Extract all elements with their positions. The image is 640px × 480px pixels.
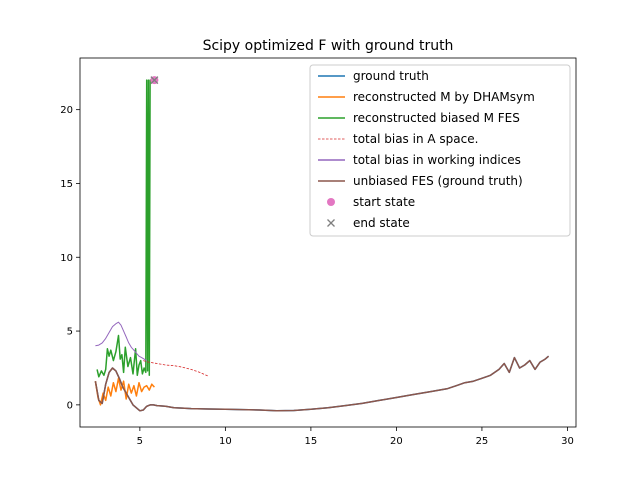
- legend-label: total bias in working indices: [353, 153, 521, 167]
- y-tick-label: 20: [60, 105, 73, 116]
- series-line-reconstructed-biased-m-fes: [96, 79, 151, 378]
- legend-swatch-start-state: [327, 198, 335, 206]
- legend-label: reconstructed M by DHAMsym: [353, 90, 535, 104]
- legend-label: ground truth: [353, 69, 429, 83]
- legend-item: total bias in A space.: [318, 132, 478, 146]
- legend-swatch-end-state: [327, 219, 335, 227]
- x-tick-label: 20: [390, 436, 403, 447]
- series-line-unbiased-fes-ground-truth: [94, 355, 550, 412]
- plot-area: 5 10 15 20 25 30 0 5 10 15 20: [60, 57, 577, 447]
- legend: ground truth reconstructed M by DHAMsym re…: [309, 64, 571, 237]
- legend-item: total bias in working indices: [318, 153, 521, 167]
- legend-item: start state: [327, 195, 415, 209]
- legend-item: ground truth: [318, 69, 429, 83]
- legend-label: start state: [353, 195, 415, 209]
- x-tick-label: 25: [476, 436, 489, 447]
- legend-item: unbiased FES (ground truth): [318, 174, 523, 188]
- legend-swatch-stroke: [327, 219, 335, 227]
- axes-frame: [79, 57, 577, 428]
- legend-label: unbiased FES (ground truth): [353, 174, 523, 188]
- chart-title: Scipy optimized F with ground truth: [203, 38, 454, 54]
- y-tick-label: 0: [67, 400, 73, 411]
- legend-item: end state: [327, 216, 410, 230]
- legend-box: [309, 64, 571, 237]
- legend-label: reconstructed biased M FES: [353, 111, 520, 125]
- x-tick-label: 30: [561, 436, 574, 447]
- legend-label: total bias in A space.: [353, 132, 478, 146]
- legend-item: reconstructed M by DHAMsym: [318, 90, 535, 104]
- y-tick-label: 10: [60, 253, 73, 264]
- end-state-marker-stroke: [150, 76, 159, 85]
- x-tick-label: 5: [137, 436, 143, 447]
- legend-item: reconstructed biased M FES: [318, 111, 520, 125]
- x-tick-label: 15: [305, 436, 318, 447]
- x-tick-label: 10: [219, 436, 232, 447]
- end-state-marker: [150, 76, 159, 85]
- y-tick-label: 5: [67, 327, 73, 338]
- legend-label: end state: [353, 216, 410, 230]
- series-line-total-bias-in-working-indices: [95, 321, 147, 362]
- y-tick-label: 15: [60, 179, 73, 190]
- series-line-total-bias-in-a-space: [143, 360, 209, 377]
